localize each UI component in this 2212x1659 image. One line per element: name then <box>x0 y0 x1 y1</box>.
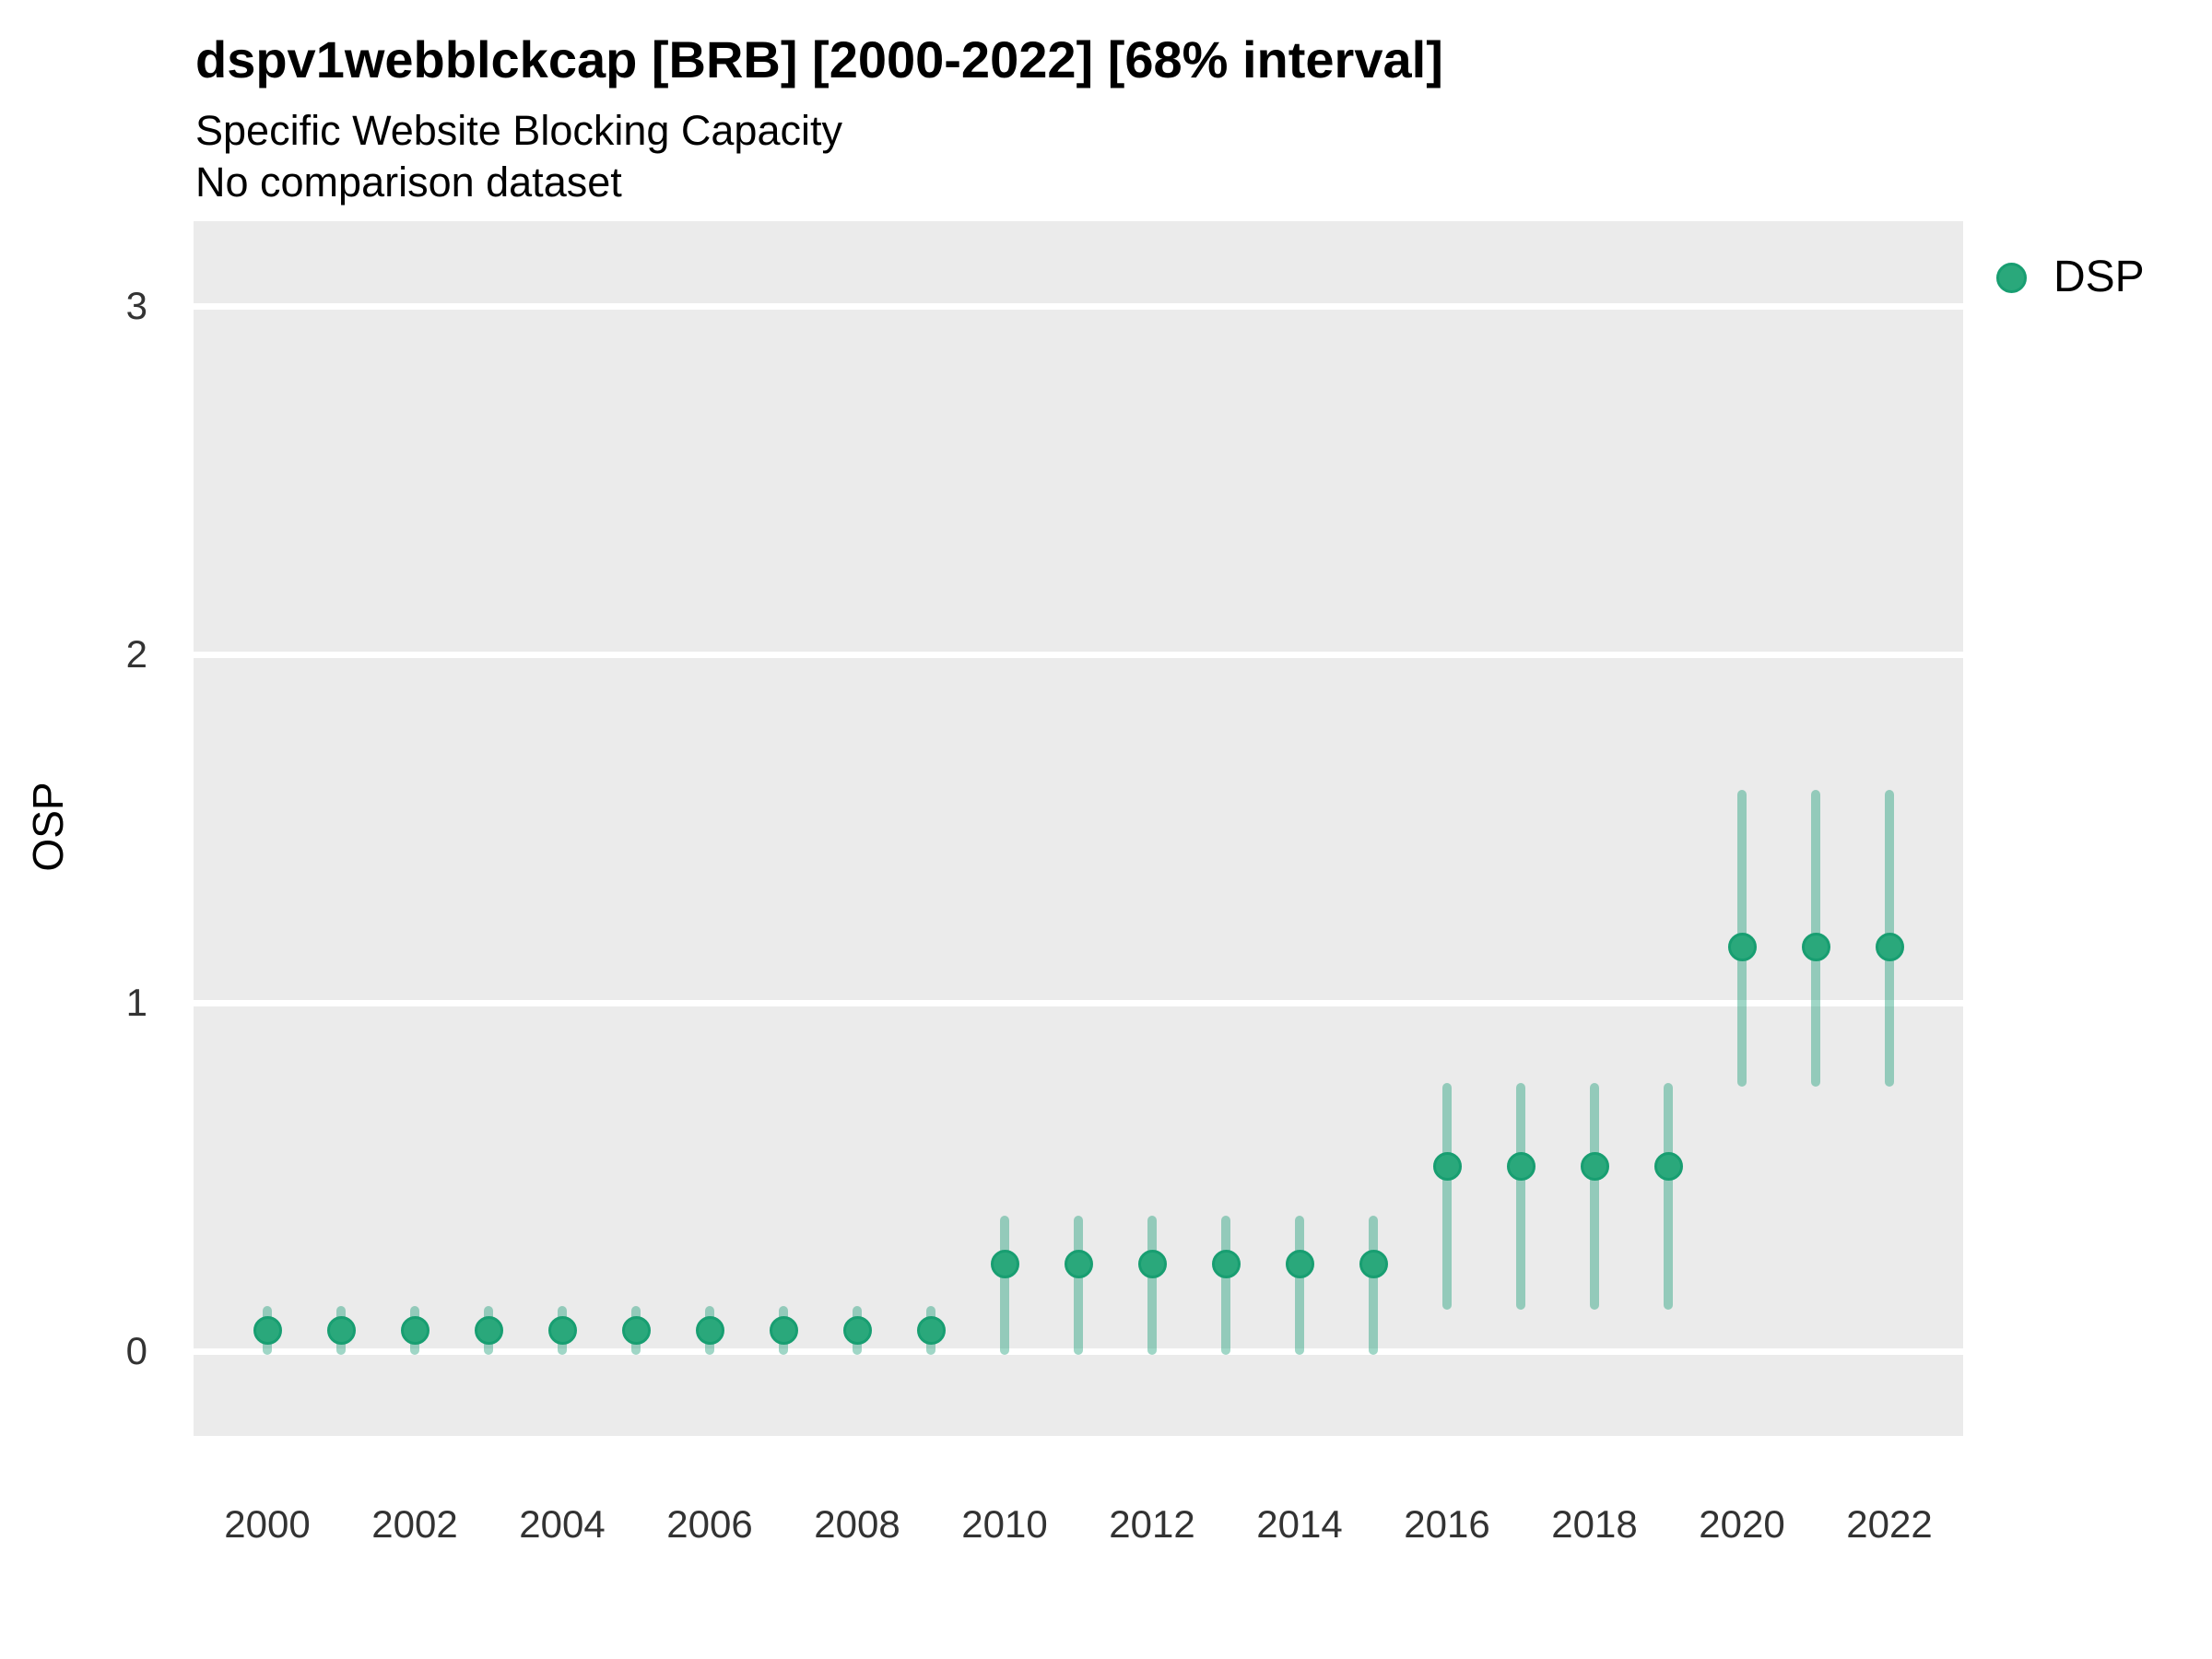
x-tick-label-2014: 2014 <box>1256 1502 1343 1546</box>
data-point-2013 <box>1211 1250 1241 1278</box>
data-point-2012 <box>1137 1250 1167 1278</box>
interval-bar-2014 <box>1295 1215 1304 1355</box>
interval-bar-2017 <box>1516 1082 1525 1310</box>
data-point-2010 <box>990 1250 1019 1278</box>
interval-bar-2010 <box>1000 1215 1009 1355</box>
y-tick-label-1: 1 <box>125 981 147 1024</box>
data-point-2009 <box>916 1315 946 1345</box>
x-tick-label-2004: 2004 <box>519 1502 606 1546</box>
data-point-2016 <box>1432 1152 1462 1182</box>
data-point-2004 <box>547 1315 577 1345</box>
x-tick-label-2002: 2002 <box>371 1502 458 1546</box>
y-tick-label-3: 3 <box>125 284 147 327</box>
legend-label-dsp: DSP <box>2053 253 2145 301</box>
x-tick-label-2006: 2006 <box>666 1502 753 1546</box>
y-tick-label-0: 0 <box>125 1329 147 1372</box>
data-point-2020 <box>1727 933 1757 962</box>
data-point-2011 <box>1064 1250 1093 1278</box>
data-point-2007 <box>769 1315 798 1345</box>
x-tick-label-2022: 2022 <box>1846 1502 1933 1546</box>
data-point-2000 <box>253 1315 282 1345</box>
x-tick-label-2020: 2020 <box>1699 1502 1785 1546</box>
x-tick-label-2018: 2018 <box>1551 1502 1638 1546</box>
x-tick-label-2016: 2016 <box>1404 1502 1490 1546</box>
legend-point-icon <box>1996 262 2027 293</box>
y-axis-title: OSP <box>24 782 72 872</box>
interval-bar-2019 <box>1664 1082 1673 1310</box>
gridline-y-0 <box>194 1347 1963 1355</box>
data-point-2001 <box>326 1315 356 1345</box>
chart-subtitle: Specific Website Blocking Capacity <box>195 107 842 154</box>
interval-bar-2012 <box>1147 1215 1157 1355</box>
data-point-2003 <box>474 1315 503 1345</box>
gridline-y-3 <box>194 302 1963 310</box>
interval-bar-2018 <box>1590 1082 1599 1310</box>
data-point-2019 <box>1653 1152 1683 1182</box>
chart-subtitle-2: No comparison dataset <box>195 159 622 206</box>
legend: DSP <box>1996 254 2145 300</box>
data-point-2014 <box>1285 1250 1314 1278</box>
x-tick-label-2010: 2010 <box>961 1502 1048 1546</box>
interval-bar-2011 <box>1074 1215 1083 1355</box>
data-point-2017 <box>1506 1152 1535 1182</box>
plot-panel <box>194 221 1963 1436</box>
interval-bar-2015 <box>1369 1215 1378 1355</box>
data-point-2008 <box>842 1315 872 1345</box>
gridline-y-2 <box>194 651 1963 658</box>
data-point-2021 <box>1801 933 1830 962</box>
y-tick-label-2: 2 <box>125 632 147 676</box>
gridline-y-1 <box>194 999 1963 1006</box>
interval-bar-2013 <box>1221 1215 1230 1355</box>
data-point-2005 <box>621 1315 651 1345</box>
x-tick-label-2008: 2008 <box>814 1502 900 1546</box>
data-point-2015 <box>1359 1250 1388 1278</box>
data-point-2022 <box>1875 933 1904 962</box>
data-point-2002 <box>400 1315 429 1345</box>
x-tick-label-2000: 2000 <box>224 1502 311 1546</box>
data-point-2018 <box>1580 1152 1609 1182</box>
interval-bar-2016 <box>1442 1082 1452 1310</box>
data-point-2006 <box>695 1315 724 1345</box>
chart-title: dspv1webblckcap [BRB] [2000-2022] [68% i… <box>195 30 1443 88</box>
x-tick-label-2012: 2012 <box>1109 1502 1195 1546</box>
